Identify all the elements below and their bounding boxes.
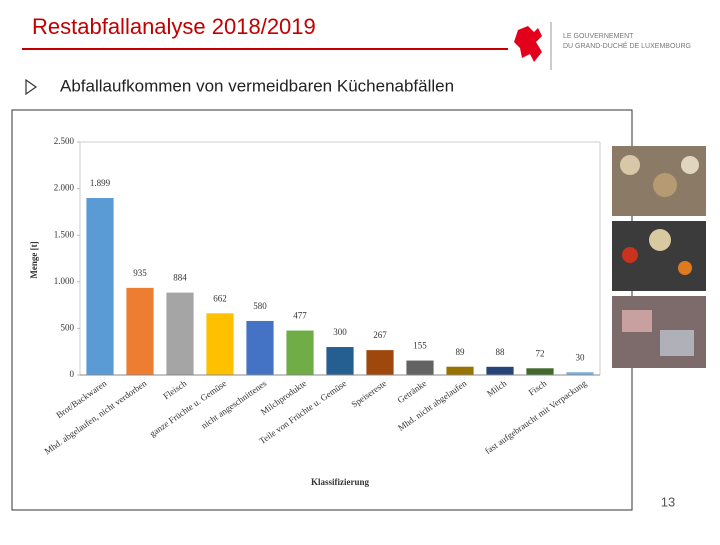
bar bbox=[526, 368, 554, 375]
value-label: 155 bbox=[413, 341, 427, 351]
value-label: 477 bbox=[293, 311, 307, 321]
bar bbox=[86, 198, 114, 375]
value-label: 300 bbox=[333, 327, 347, 337]
value-label: 72 bbox=[536, 348, 545, 358]
value-label: 89 bbox=[456, 347, 466, 357]
page-number: 13 bbox=[661, 494, 675, 509]
y-tick-label: 1.000 bbox=[54, 276, 75, 286]
photo-detail bbox=[622, 247, 638, 263]
bar bbox=[366, 350, 394, 375]
logo-lion bbox=[514, 26, 542, 62]
photo-detail bbox=[660, 330, 694, 356]
bar bbox=[166, 292, 194, 375]
value-label: 884 bbox=[173, 273, 187, 283]
bar bbox=[206, 313, 234, 375]
y-tick-label: 2.000 bbox=[54, 183, 75, 193]
bar bbox=[246, 320, 274, 375]
photo-detail bbox=[622, 310, 652, 332]
bar bbox=[486, 366, 514, 375]
bar bbox=[326, 347, 354, 375]
x-axis-label: Klassifizierung bbox=[311, 477, 369, 487]
y-tick-label: 0 bbox=[70, 369, 75, 379]
photo-detail bbox=[649, 229, 671, 251]
photo-detail bbox=[620, 155, 640, 175]
bar bbox=[566, 372, 594, 375]
value-label: 30 bbox=[576, 352, 586, 362]
photo-detail bbox=[678, 261, 692, 275]
value-label: 88 bbox=[496, 347, 506, 357]
photos bbox=[612, 146, 706, 368]
value-label: 662 bbox=[213, 293, 227, 303]
slide-title: Restabfallanalyse 2018/2019 bbox=[32, 14, 316, 39]
value-label: 935 bbox=[133, 268, 147, 278]
y-tick-label: 2.500 bbox=[54, 136, 75, 146]
bullet-text: Abfallaufkommen von vermeidbaren Küchena… bbox=[60, 76, 454, 95]
photo-detail bbox=[653, 173, 677, 197]
bar bbox=[286, 330, 314, 375]
logo-text: LE GOUVERNEMENT bbox=[563, 33, 634, 40]
y-tick-label: 500 bbox=[61, 322, 75, 332]
photo-detail bbox=[681, 156, 699, 174]
bullet-arrow bbox=[25, 78, 38, 96]
chart-frame bbox=[11, 109, 633, 511]
bar bbox=[446, 366, 474, 375]
value-label: 267 bbox=[373, 330, 387, 340]
logo-text: DU GRAND-DUCHÉ DE LUXEMBOURG bbox=[563, 41, 691, 50]
value-label: 1.899 bbox=[90, 178, 111, 188]
y-axis-label: Menge [t] bbox=[29, 241, 39, 278]
bar bbox=[126, 287, 154, 375]
bar bbox=[406, 360, 434, 375]
value-label: 580 bbox=[253, 301, 267, 311]
y-tick-label: 1.500 bbox=[54, 229, 75, 239]
